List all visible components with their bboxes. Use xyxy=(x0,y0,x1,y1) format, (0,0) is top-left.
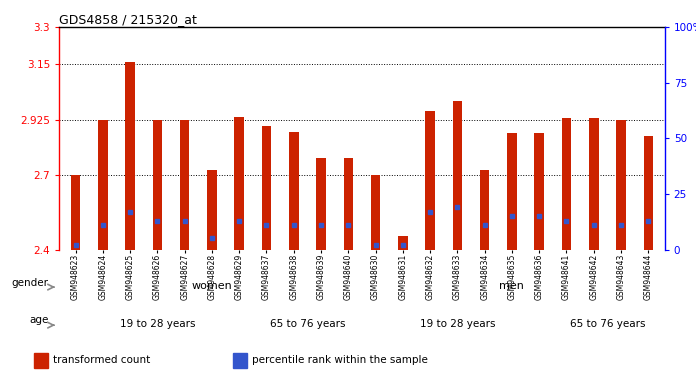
Text: 19 to 28 years: 19 to 28 years xyxy=(420,318,495,329)
Text: GDS4858 / 215320_at: GDS4858 / 215320_at xyxy=(59,13,197,26)
Bar xyxy=(152,120,162,250)
Bar xyxy=(452,101,462,250)
Bar xyxy=(232,353,247,368)
Bar xyxy=(398,236,408,250)
Bar xyxy=(98,120,108,250)
Text: gender: gender xyxy=(12,278,49,288)
Bar xyxy=(34,353,48,368)
Text: transformed count: transformed count xyxy=(54,355,151,365)
Bar xyxy=(562,118,571,250)
Text: 65 to 76 years: 65 to 76 years xyxy=(269,318,345,329)
Bar xyxy=(316,158,326,250)
Text: men: men xyxy=(500,281,524,291)
Bar xyxy=(71,175,80,250)
Bar xyxy=(235,117,244,250)
Text: percentile rank within the sample: percentile rank within the sample xyxy=(252,355,428,365)
Bar xyxy=(507,133,516,250)
Text: age: age xyxy=(29,314,49,324)
Bar xyxy=(207,170,216,250)
Bar xyxy=(125,61,135,250)
Bar xyxy=(289,132,299,250)
Text: women: women xyxy=(191,281,232,291)
Bar xyxy=(589,118,599,250)
Bar xyxy=(480,170,489,250)
Bar xyxy=(371,175,380,250)
Bar xyxy=(535,133,544,250)
Text: 65 to 76 years: 65 to 76 years xyxy=(569,318,645,329)
Text: 19 to 28 years: 19 to 28 years xyxy=(120,318,195,329)
Bar xyxy=(644,136,653,250)
Bar xyxy=(262,126,271,250)
Bar xyxy=(425,111,435,250)
Bar xyxy=(180,120,189,250)
Bar xyxy=(344,158,353,250)
Bar xyxy=(616,120,626,250)
